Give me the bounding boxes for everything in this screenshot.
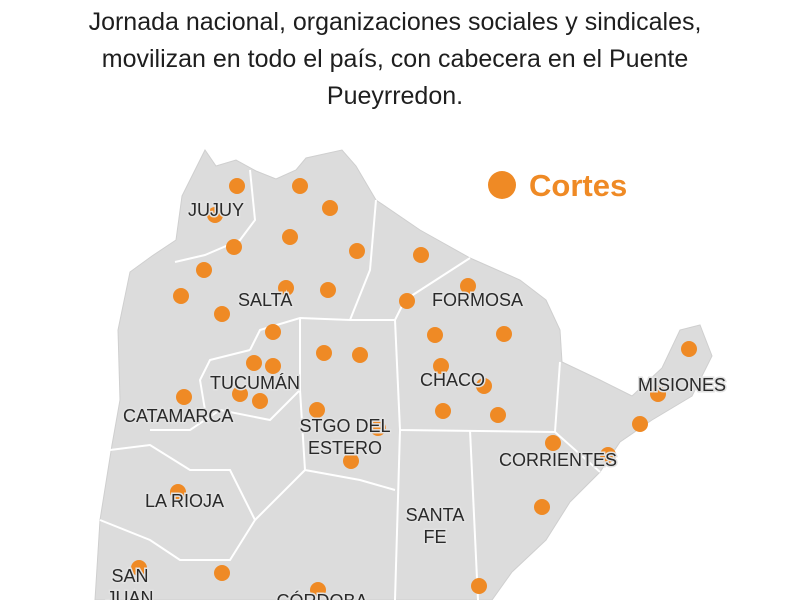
corte-marker [265,358,281,374]
title-line: Jornada nacional, organizaciones sociale… [89,8,702,36]
corte-marker [292,178,308,194]
province-label: JUAN [106,588,153,600]
corte-marker [246,355,262,371]
corte-marker [600,447,616,463]
corte-marker [322,200,338,216]
corte-marker [320,282,336,298]
corte-marker [352,347,368,363]
cortes-markers [131,178,697,598]
province-label: ESTERO [308,438,382,458]
legend-label: Cortes [529,168,627,203]
corte-marker [650,386,666,402]
corte-marker [278,280,294,296]
province-label: CATAMARCA [123,406,233,426]
corte-marker [176,389,192,405]
province-label: CÓRDOBA [276,590,367,600]
corte-marker [131,560,147,576]
title: Jornada nacional, organizaciones sociale… [89,8,702,110]
province-label: SANTA [406,505,465,525]
corte-marker [433,358,449,374]
province-label: FE [423,527,446,547]
corte-marker [476,378,492,394]
corte-marker [214,306,230,322]
corte-marker [349,243,365,259]
province-label: LA RIOJA [145,491,224,511]
corte-marker [207,207,223,223]
land [94,149,713,600]
corte-marker [435,403,451,419]
corte-marker [282,229,298,245]
corte-marker [309,402,325,418]
province-label: SAN [111,566,148,586]
corte-marker [252,393,268,409]
province-label: TUCUMÁN [210,373,300,393]
province-label: CORRIENTES [499,450,617,470]
province-label: SALTA [238,290,292,310]
province-label: STGO DEL [299,416,390,436]
province-borders [99,169,601,600]
province-label: CHACO [420,370,485,390]
corte-marker [681,341,697,357]
corte-marker [632,416,648,432]
corte-marker [316,345,332,361]
corte-marker [343,453,359,469]
province-label: MISIONES [638,375,726,395]
corte-marker [460,278,476,294]
corte-marker [229,178,245,194]
title-line: movilizan en todo el país, con cabecera … [102,45,689,73]
corte-marker [471,578,487,594]
corte-marker [265,324,281,340]
corte-marker [214,565,230,581]
corte-marker [496,326,512,342]
title-line: Pueyrredon. [327,82,463,110]
corte-marker [534,499,550,515]
corte-marker [226,239,242,255]
province-label: JUJUY [188,200,244,220]
province-labels: JUJUY SALTA FORMOSA TUCUMÁN CHACO MISIONES CAT… [105,199,728,600]
corte-marker [370,420,386,436]
corte-marker [427,327,443,343]
corte-marker [170,484,186,500]
corte-marker [413,247,429,263]
corte-marker [173,288,189,304]
corte-marker [310,582,326,598]
corte-marker [196,262,212,278]
corte-marker [545,435,561,451]
corte-marker [232,386,248,402]
corte-marker [399,293,415,309]
legend-marker [488,171,516,199]
province-label: FORMOSA [432,290,523,310]
corte-marker [490,407,506,423]
